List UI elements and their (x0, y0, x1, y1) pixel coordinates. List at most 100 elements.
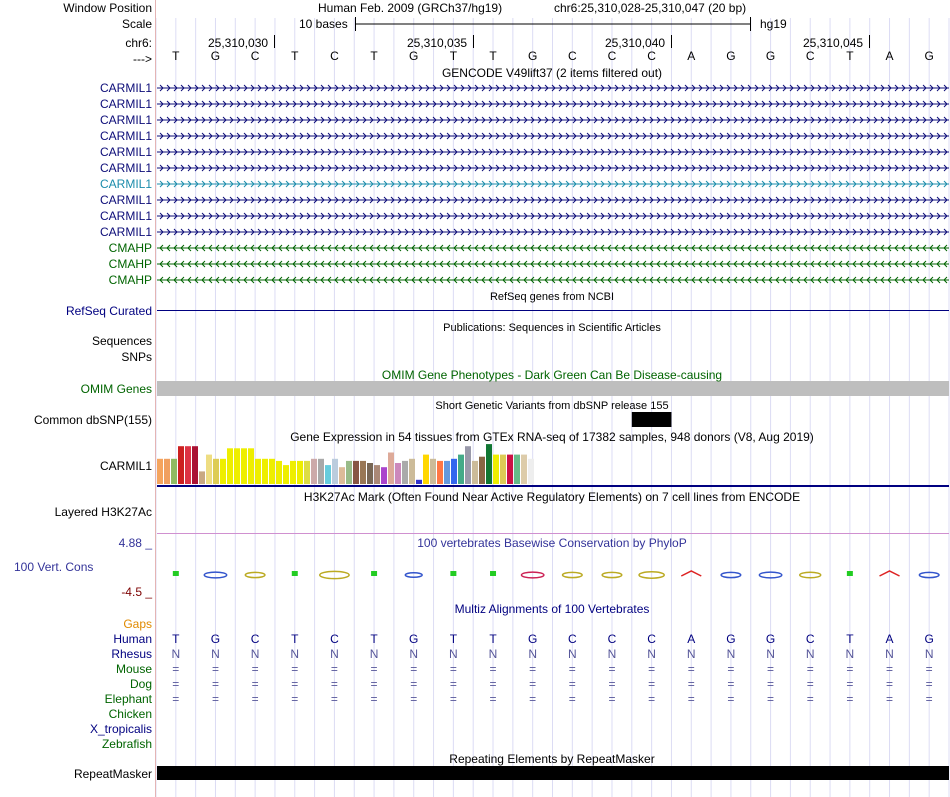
gencode-transcript-label[interactable]: CARMIL1 (99, 113, 152, 127)
multiz-alignment-base: = (410, 662, 418, 676)
multiz-alignment-base: = (648, 662, 656, 676)
gtex-tissue-bar (374, 465, 380, 484)
multiz-alignment-base: = (211, 662, 219, 676)
conservation-logo-mark (318, 570, 350, 580)
gtex-tissue-bar (276, 460, 282, 484)
gtex-tissue-bar (311, 458, 317, 484)
multiz-alignment-base: = (727, 692, 735, 706)
gencode-transcript-label[interactable]: CARMIL1 (99, 177, 152, 191)
multiz-species-label[interactable]: X_tropicalis (89, 722, 152, 736)
multiz-alignment-base: N (607, 647, 617, 661)
gencode-transcript-label[interactable]: CMAHP (108, 241, 152, 255)
gtex-title: Gene Expression in 54 tissues from GTEx … (290, 430, 814, 444)
base-letter: T (172, 49, 180, 63)
multiz-species-label[interactable]: Mouse (115, 662, 152, 676)
multiz-alignment-base: G (528, 632, 538, 646)
gencode-strand-arrows (159, 116, 948, 124)
dbsnp-label[interactable]: Common dbSNP(155) (33, 413, 152, 427)
base-letter: C (330, 49, 339, 63)
gencode-transcript-label[interactable]: CARMIL1 (99, 161, 152, 175)
multiz-species-label[interactable]: Zebrafish (101, 737, 152, 751)
conservation-logo-mark (520, 571, 545, 579)
multiz-alignment-base: C (250, 632, 260, 646)
multiz-alignment-base: T (449, 632, 458, 646)
gencode-strand-arrows (159, 84, 948, 92)
omim-title: OMIM Gene Phenotypes - Dark Green Can Be… (381, 368, 723, 382)
multiz-alignment-base: N (766, 647, 775, 661)
multiz-species-label[interactable]: Elephant (104, 692, 152, 706)
base-letter: T (449, 49, 458, 63)
publications-snps-label[interactable]: SNPs (121, 350, 152, 364)
multiz-alignment-base: = (568, 662, 576, 676)
multiz-alignment-base: G (726, 632, 736, 646)
gencode-transcript-label[interactable]: CARMIL1 (99, 225, 152, 239)
gencode-strand-arrows (159, 228, 948, 236)
multiz-alignment-base: G (210, 632, 221, 646)
h3k27ac-title: H3K27Ac Mark (Often Found Near Active Re… (303, 490, 801, 504)
refseq-label[interactable]: RefSeq Curated (65, 304, 152, 318)
multiz-alignment-base: = (370, 677, 378, 691)
gtex-tissue-bar (423, 454, 429, 484)
gtex-tissue-bar (346, 460, 352, 484)
base-letter: T (489, 49, 497, 63)
window-position-label: Window Position (63, 1, 152, 15)
gtex-tissue-bar (192, 446, 198, 484)
multiz-alignment-base: = (727, 677, 735, 691)
gtex-tissue-bar (325, 465, 331, 484)
gtex-tissue-bar (220, 458, 226, 484)
multiz-alignment-base: T (172, 632, 180, 646)
base-letter: G (726, 49, 736, 63)
gencode-transcript-label[interactable]: CMAHP (108, 257, 152, 271)
gencode-transcript-label[interactable]: CMAHP (108, 273, 152, 287)
gencode-transcript-label[interactable]: CARMIL1 (99, 129, 152, 143)
multiz-alignment-base: = (529, 662, 537, 676)
multiz-alignment-base: = (291, 692, 299, 706)
conservation-logo-mark (203, 571, 228, 579)
coord-tick-label: 25,310,035 (407, 36, 468, 50)
gencode-transcript-label[interactable]: CARMIL1 (99, 193, 152, 207)
omim-label[interactable]: OMIM Genes (80, 382, 152, 396)
multiz-alignment-base: G (409, 632, 419, 646)
multiz-species-label[interactable]: Gaps (123, 617, 152, 631)
publications-sequences-label[interactable]: Sequences (91, 334, 152, 348)
conservation-label[interactable]: 100 Vert. Cons (14, 560, 94, 574)
gtex-tissue-bar (283, 465, 289, 484)
multiz-alignment-base: N (885, 647, 894, 661)
multiz-alignment-base: = (172, 677, 180, 691)
multiz-alignment-base: T (370, 632, 378, 646)
conservation-logo-mark (172, 571, 179, 576)
multiz-alignment-base: = (211, 677, 219, 691)
base-letter: T (291, 49, 299, 63)
gtex-tissue-bar (255, 458, 261, 484)
multiz-alignment-base: C (647, 632, 656, 646)
gencode-transcript-label[interactable]: CARMIL1 (99, 145, 152, 159)
multiz-alignment-base: = (767, 692, 775, 706)
multiz-species-label[interactable]: Chicken (108, 707, 152, 721)
multiz-alignment-base: = (449, 692, 457, 706)
multiz-alignment-base: N (330, 647, 339, 661)
base-letter: C (805, 49, 815, 63)
h3k27ac-label[interactable]: Layered H3K27Ac (54, 505, 152, 519)
multiz-alignment-base: = (925, 662, 933, 676)
multiz-species-label[interactable]: Human (113, 632, 152, 646)
gtex-tissue-bar (171, 458, 177, 484)
multiz-alignment-base: = (172, 662, 180, 676)
base-letter: C (250, 49, 260, 63)
multiz-alignment-base: = (846, 677, 854, 691)
gtex-tissue-bar (388, 452, 394, 484)
multiz-alignment-base: = (489, 692, 497, 706)
multiz-alignment-base: N (845, 647, 855, 661)
gtex-label[interactable]: CARMIL1 (99, 459, 152, 473)
multiz-alignment-base: C (805, 632, 815, 646)
multiz-species-label[interactable]: Dog (129, 677, 152, 691)
multiz-alignment-base: C (607, 632, 617, 646)
multiz-species-label[interactable]: Rhesus (111, 647, 152, 661)
gtex-tissue-bar (465, 446, 471, 484)
gencode-transcript-label[interactable]: CARMIL1 (99, 81, 152, 95)
gencode-transcript-label[interactable]: CARMIL1 (99, 97, 152, 111)
gtex-tissue-bar (395, 463, 401, 484)
gencode-transcript-label[interactable]: CARMIL1 (99, 209, 152, 223)
base-letter: G (924, 49, 934, 63)
repeatmasker-label[interactable]: RepeatMasker (73, 767, 152, 781)
